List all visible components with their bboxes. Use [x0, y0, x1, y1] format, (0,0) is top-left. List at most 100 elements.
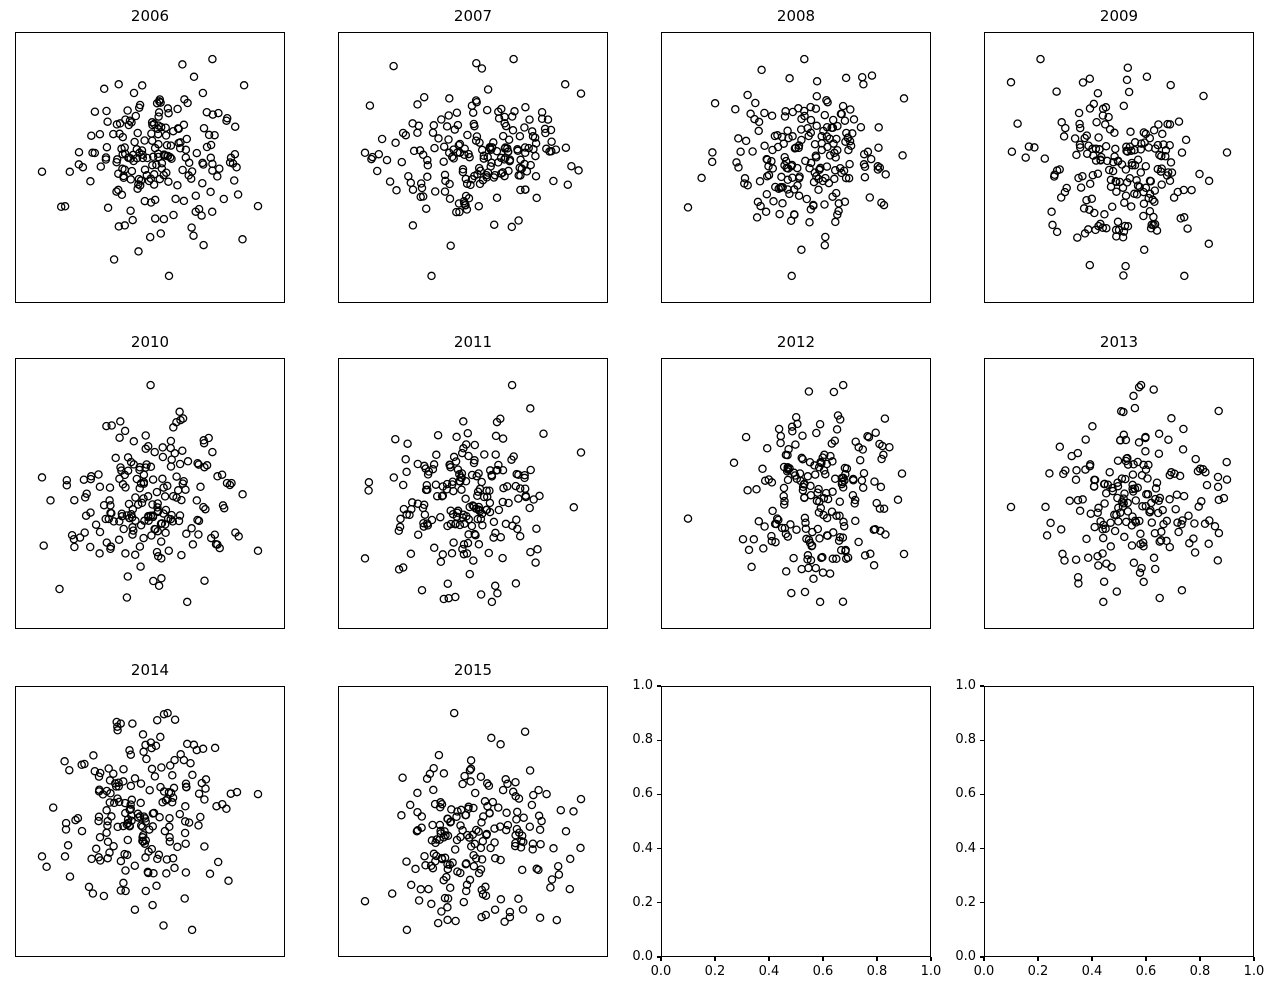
- x-tick-mark: [822, 957, 824, 961]
- subplot-2009: 2009: [984, 7, 1254, 303]
- scatter-points: [37, 380, 263, 607]
- x-tick-label: 0.8: [866, 964, 888, 979]
- scatter-canvas-2012: [683, 380, 909, 607]
- scatter-canvas-2009: [1006, 54, 1232, 281]
- y-tick-mark: [980, 793, 984, 795]
- x-tick-mark: [1253, 957, 1255, 961]
- scatter-canvas-2014: [37, 708, 263, 935]
- subplot-2015: 2015: [338, 661, 608, 957]
- x-tick-mark: [1145, 957, 1147, 961]
- axes-frame: [661, 686, 931, 957]
- axes-frame: [984, 358, 1254, 629]
- subplot-empty-1: 0.0 0.2 0.4 0.6 0.8 1.0 0.0 0.2 0.4 0.6 0.8 1.0: [632, 678, 941, 979]
- y-tick-mark: [657, 848, 661, 850]
- subplot-title-2013: 2013: [1099, 333, 1139, 351]
- x-tick-mark: [983, 957, 985, 961]
- subplot-2014: 2014: [15, 661, 285, 957]
- x-tick-label: 0.4: [758, 964, 780, 979]
- scatter-canvas-2008: [683, 54, 909, 281]
- y-tick-mark: [980, 685, 984, 687]
- scatter-canvas-2013: [1006, 380, 1232, 607]
- y-tick-label: 0.6: [632, 786, 653, 802]
- axes-frame: [661, 358, 931, 629]
- y-tick-mark: [657, 793, 661, 795]
- scatter-points: [360, 380, 586, 607]
- scatter-canvas-2010: [37, 380, 263, 607]
- subplot-title-2015: 2015: [453, 661, 493, 679]
- x-tick-label: 0.2: [1027, 964, 1049, 979]
- y-tick-label: 0.6: [955, 786, 976, 802]
- scatter-points: [683, 380, 909, 607]
- subplot-title-empty-1: [661, 660, 931, 681]
- axes-frame: [338, 686, 608, 957]
- subplot-title-2008: 2008: [776, 7, 816, 25]
- subplot-title-2006: 2006: [130, 7, 170, 25]
- subplot-title-empty-2: [984, 660, 1254, 681]
- scatter-canvas-2006: [37, 54, 263, 281]
- scatter-canvas-2015: [360, 708, 586, 935]
- scatter-points: [1006, 380, 1232, 607]
- y-tick-mark: [657, 685, 661, 687]
- axes-frame: [338, 358, 608, 629]
- subplot-title-2012: 2012: [776, 333, 816, 351]
- y-tick-label: 0.8: [632, 732, 653, 748]
- x-tick-label: 0.0: [650, 964, 672, 979]
- x-tick-label: 0.4: [1081, 964, 1103, 979]
- y-tick-label: 0.0: [955, 949, 976, 964]
- x-tick-label: 0.0: [973, 964, 995, 979]
- subplot-title-2014: 2014: [130, 661, 170, 679]
- subplot-2008: 2008: [661, 7, 931, 303]
- x-tick-mark: [768, 957, 770, 961]
- axes-frame: [15, 686, 285, 957]
- empty-axes-canvas-2: [984, 686, 1254, 957]
- x-tick-mark: [1199, 957, 1201, 961]
- scatter-points: [683, 54, 909, 281]
- x-tick-mark: [876, 957, 878, 961]
- x-tick-mark: [1037, 957, 1039, 961]
- subplot-title-2010: 2010: [130, 333, 170, 351]
- empty-axes-canvas-1: [661, 686, 931, 957]
- y-tick-mark: [980, 902, 984, 904]
- x-tick-mark: [714, 957, 716, 961]
- subplot-2010: 2010: [15, 333, 285, 629]
- y-tick-label: 0.8: [955, 732, 976, 748]
- subplot-title-2009: 2009: [1099, 7, 1139, 25]
- scatter-points: [360, 708, 586, 935]
- scatter-points: [37, 54, 263, 281]
- y-tick-mark: [980, 848, 984, 850]
- x-tick-label: 1.0: [920, 964, 942, 979]
- subplot-2007: 2007: [338, 7, 608, 303]
- subplot-2006: 2006: [15, 7, 285, 303]
- axes-frame: [984, 686, 1254, 957]
- y-tick-label: 0.4: [632, 840, 653, 856]
- x-tick-label: 0.8: [1189, 964, 1211, 979]
- y-tick-label: 0.2: [632, 894, 653, 910]
- y-tick-label: 0.4: [955, 840, 976, 856]
- x-tick-label: 1.0: [1243, 964, 1265, 979]
- subplot-title-2011: 2011: [453, 333, 493, 351]
- y-tick-mark: [657, 956, 661, 958]
- subplot-2011: 2011: [338, 333, 608, 629]
- x-tick-mark: [1091, 957, 1093, 961]
- scatter-points: [360, 54, 586, 281]
- y-tick-mark: [657, 902, 661, 904]
- x-tick-mark: [930, 957, 932, 961]
- y-tick-label: 1.0: [955, 678, 976, 693]
- x-tick-label: 0.2: [704, 964, 726, 979]
- y-tick-label: 0.2: [955, 894, 976, 910]
- y-tick-mark: [980, 956, 984, 958]
- scatter-canvas-2007: [360, 54, 586, 281]
- scatter-points: [1006, 54, 1232, 281]
- y-tick-label: 0.0: [632, 949, 653, 964]
- scatter-points: [37, 708, 263, 935]
- y-tick-mark: [980, 739, 984, 741]
- y-tick-mark: [657, 739, 661, 741]
- axes-frame: [661, 32, 931, 303]
- subplot-title-2007: 2007: [453, 7, 493, 25]
- subplot-2012: 2012: [661, 333, 931, 629]
- y-tick-label: 1.0: [632, 678, 653, 693]
- x-tick-mark: [660, 957, 662, 961]
- scatter-canvas-2011: [360, 380, 586, 607]
- subplot-empty-2: 0.0 0.2 0.4 0.6 0.8 1.0 0.0 0.2 0.4 0.6 0.8 1.0: [955, 678, 1264, 979]
